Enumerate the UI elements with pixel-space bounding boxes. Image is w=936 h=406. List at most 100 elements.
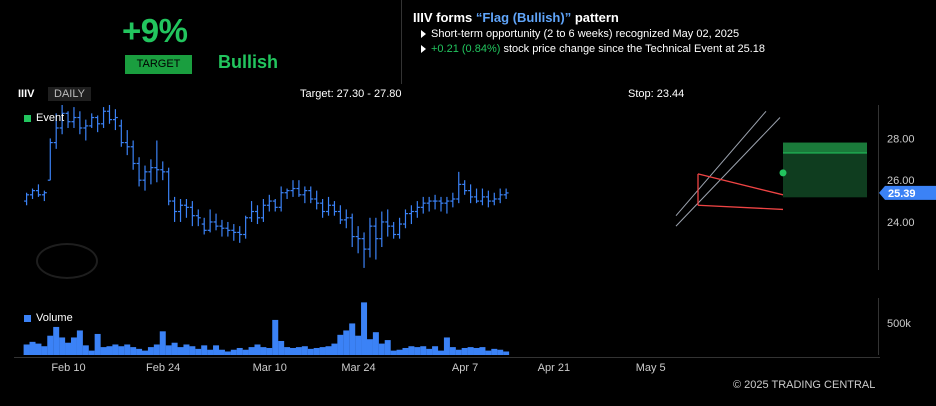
volume-bar: [41, 346, 48, 355]
ohlc-bar: [77, 111, 83, 135]
ohlc-bar: [95, 115, 101, 133]
volume-bar: [384, 340, 391, 355]
copyright: © 2025 TRADING CENTRAL: [733, 379, 876, 391]
volume-bar: [183, 344, 190, 355]
target-zone: [783, 142, 867, 198]
ohlc-bar: [355, 226, 361, 254]
ohlc-bar: [284, 188, 290, 199]
volume-bar: [455, 349, 462, 355]
ohlc-bar: [373, 217, 379, 260]
current-price-label: 25.39: [888, 188, 916, 200]
date-tick-label: Feb 24: [146, 362, 180, 374]
price-change-text: stock price change since the Technical E…: [500, 43, 765, 55]
ohlc-bar: [142, 165, 148, 191]
flag-pattern-overlay: [675, 110, 787, 227]
volume-bar: [497, 349, 504, 355]
ohlc-bar: [213, 213, 219, 231]
ohlc-bar: [231, 224, 237, 241]
volume-legend: Volume: [24, 312, 73, 324]
price-chart[interactable]: 24.00 26.00 28.00 500k Feb 10 Feb 24 Mar 10 M…: [0, 85, 936, 406]
ohlc-bar: [89, 113, 95, 128]
ohlc-bar: [124, 130, 130, 156]
volume-bar: [272, 319, 279, 355]
volume-bar: [142, 350, 148, 355]
volume-bar: [47, 335, 54, 355]
ohlc-bar: [195, 209, 201, 227]
date-tick-label: Mar 24: [341, 362, 375, 374]
ohlc-bar: [47, 138, 53, 181]
date-tick-label: Feb 10: [51, 362, 85, 374]
ohlc-bar: [450, 192, 456, 208]
volume-bar: [491, 348, 498, 355]
volume-bar: [331, 343, 338, 355]
ohlc-bar: [201, 217, 207, 235]
ohlc-bar: [130, 140, 136, 170]
volume-bar: [82, 345, 89, 355]
volume-bar: [337, 334, 344, 355]
ohlc-bar: [503, 188, 509, 199]
ohlc-bar: [118, 119, 124, 147]
volume-bar: [461, 347, 468, 355]
volume-bar: [236, 347, 243, 355]
ohlc-series: [24, 105, 509, 268]
volume-bar: [266, 347, 273, 355]
volume-bar: [218, 349, 225, 355]
volume-bar: [420, 346, 427, 355]
volume-bar: [53, 326, 60, 355]
volume-bar: [88, 350, 95, 355]
ohlc-bar: [497, 188, 503, 204]
volume-bar: [432, 346, 439, 355]
target-zone-band: [783, 142, 867, 154]
ohlc-bar: [148, 159, 154, 185]
volume-bar: [248, 347, 255, 355]
volume-bar: [485, 350, 492, 355]
ohlc-bar: [444, 196, 450, 214]
ohlc-bar: [225, 221, 231, 237]
ohlc-bar: [154, 140, 160, 183]
volume-bar: [23, 344, 30, 355]
volume-bar: [414, 347, 421, 355]
volume-bar: [76, 330, 83, 355]
ohlc-bar: [112, 109, 118, 131]
volume-bar: [449, 347, 456, 355]
period-selector[interactable]: DAILY: [48, 87, 91, 101]
watermark-logo: [36, 243, 98, 279]
volume-bar: [301, 346, 308, 355]
bullet-icon: [421, 45, 426, 53]
current-price-marker: 25.39: [879, 185, 936, 200]
ohlc-bar: [166, 167, 172, 206]
pattern-name: “Flag (Bullish)”: [475, 10, 572, 25]
pattern-title-suffix: pattern: [571, 10, 619, 25]
volume-bar: [378, 343, 385, 355]
ohlc-bar: [485, 190, 491, 208]
ohlc-bar: [35, 184, 41, 197]
date-tick-label: May 5: [636, 362, 666, 374]
volume-bar: [254, 344, 261, 355]
ohlc-bar: [172, 196, 178, 222]
ohlc-bar: [302, 186, 308, 204]
volume-bar: [59, 337, 66, 355]
volume-bar: [177, 347, 184, 355]
ohlc-bar: [219, 219, 225, 237]
date-axis-ticks: Feb 10 Feb 24 Mar 10 Mar 24 Apr 7 Apr 21 May 5: [51, 362, 665, 374]
volume-bar: [325, 346, 332, 355]
volume-bar: [242, 349, 249, 355]
volume-legend-swatch: [24, 314, 31, 322]
opportunity-text: Short-term opportunity (2 to 6 weeks) re…: [431, 28, 740, 40]
target-panel: +9% TARGET Bullish: [0, 0, 402, 84]
volume-bar: [402, 347, 409, 355]
pattern-title-prefix: IIIV forms: [413, 10, 476, 25]
volume-bar: [153, 344, 160, 355]
pattern-title: IIIV forms “Flag (Bullish)” pattern: [413, 10, 933, 25]
ohlc-bar: [456, 171, 462, 204]
event-legend-swatch: [24, 114, 31, 122]
event-legend-label: Event: [36, 112, 65, 124]
volume-bar: [290, 347, 296, 355]
ohlc-bar: [24, 192, 30, 206]
ohlc-bar: [337, 205, 343, 225]
ohlc-bar: [414, 201, 420, 218]
price-tick-label: 28.00: [887, 133, 915, 145]
opportunity-line: Short-term opportunity (2 to 6 weeks) re…: [413, 28, 933, 40]
volume-bar: [355, 335, 362, 355]
ohlc-bar: [349, 213, 355, 248]
